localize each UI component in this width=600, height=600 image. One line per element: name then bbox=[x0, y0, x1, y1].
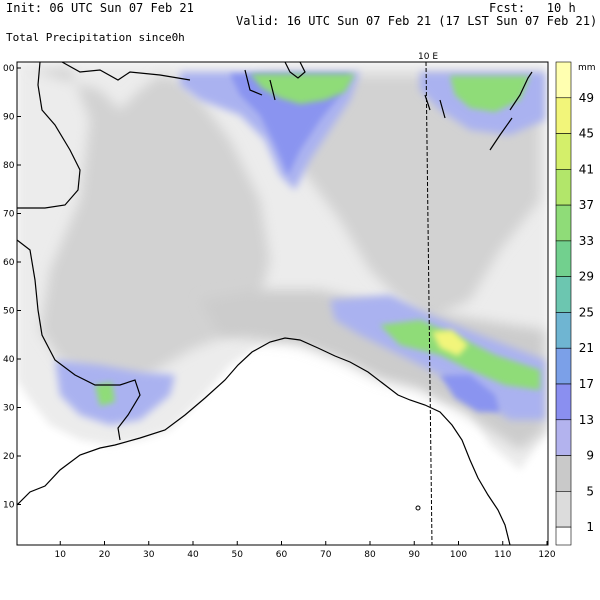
colorbar-swatch bbox=[555, 347, 572, 385]
x-tick-label: 20 bbox=[99, 550, 111, 560]
colorbar-swatch bbox=[555, 455, 572, 492]
map-frame bbox=[16, 61, 549, 546]
y-tick-label: 20 bbox=[3, 452, 15, 462]
x-tick-label: 60 bbox=[276, 550, 288, 560]
coastline-main bbox=[17, 337, 511, 545]
x-tick-label: 90 bbox=[409, 550, 421, 560]
colorbar-unit: mm bbox=[578, 63, 596, 73]
island-mark bbox=[415, 505, 421, 511]
x-tick-label: 100 bbox=[450, 550, 467, 560]
x-axis: 10 20 30 40 50 60 70 80 90 100 110 120 bbox=[55, 541, 556, 560]
meridian-line bbox=[425, 61, 433, 546]
x-tick-label: 70 bbox=[320, 550, 332, 560]
colorbar-swatch bbox=[555, 97, 572, 134]
precip-blue-se bbox=[440, 375, 500, 412]
precip-green-north bbox=[250, 74, 355, 104]
country-border-north bbox=[61, 62, 191, 81]
x-tick-label: 110 bbox=[494, 550, 511, 560]
colorbar-label: 33 bbox=[579, 234, 594, 248]
colorbar-swatch bbox=[555, 526, 572, 546]
colorbar-swatch bbox=[555, 312, 572, 349]
y-tick-label: 90 bbox=[3, 113, 15, 123]
precip-area-mid-2 bbox=[260, 75, 540, 320]
precip-blue-sw bbox=[55, 360, 175, 425]
y-axis: 10 20 30 40 50 60 70 80 90 00 bbox=[3, 64, 21, 511]
y-tick-label: 00 bbox=[3, 64, 15, 74]
y-tick-label: 60 bbox=[3, 258, 15, 268]
y-tick-label: 70 bbox=[3, 210, 15, 220]
country-border-sw bbox=[17, 239, 141, 441]
y-tick-label: 40 bbox=[3, 355, 15, 365]
colorbar-swatch bbox=[555, 204, 572, 242]
x-tick-label: 10 bbox=[55, 550, 67, 560]
x-tick-label: 40 bbox=[187, 550, 199, 560]
x-tick-label: 50 bbox=[232, 550, 244, 560]
precip-green-ne bbox=[450, 76, 530, 112]
colorbar-label: 45 bbox=[579, 127, 594, 141]
colorbar-label: 37 bbox=[579, 198, 594, 212]
y-tick-label: 10 bbox=[3, 501, 15, 511]
forecast-hour: Fcst: 10 h bbox=[489, 1, 576, 15]
colorbar-label: 25 bbox=[579, 305, 594, 319]
precip-field bbox=[17, 62, 548, 470]
colorbar-swatch bbox=[555, 491, 572, 528]
y-tick-label: 80 bbox=[3, 161, 15, 171]
colorbar-label: 13 bbox=[579, 413, 594, 427]
x-tick-label: 30 bbox=[143, 550, 155, 560]
country-border-west bbox=[17, 62, 81, 209]
colorbar-label: 9 bbox=[586, 449, 594, 463]
field-title: Total Precipitation since0h bbox=[6, 31, 185, 44]
y-tick-label: 30 bbox=[3, 404, 15, 414]
meridian-label: 10 E bbox=[418, 52, 438, 62]
y-tick-label: 50 bbox=[3, 307, 15, 317]
colorbar-swatch bbox=[555, 240, 572, 277]
colorbar-label: 1 bbox=[586, 520, 594, 534]
coastlines bbox=[17, 62, 533, 545]
colorbar-swatch bbox=[555, 383, 572, 421]
x-tick-label: 120 bbox=[538, 550, 555, 560]
colorbar-swatch bbox=[555, 169, 572, 206]
colorbar-swatch bbox=[555, 276, 572, 313]
colorbar-label: 5 bbox=[586, 484, 594, 498]
valid-time: Valid: 16 UTC Sun 07 Feb 21 (17 LST Sun … bbox=[236, 14, 598, 28]
colorbar-label: 49 bbox=[579, 91, 594, 105]
colorbar-label: 17 bbox=[579, 377, 594, 391]
colorbar: 49 45 41 37 33 29 25 21 17 13 9 5 1 bbox=[555, 61, 594, 546]
colorbar-label: 29 bbox=[579, 270, 594, 284]
colorbar-swatch bbox=[555, 419, 572, 456]
precip-green-east bbox=[380, 320, 540, 390]
colorbar-label: 41 bbox=[579, 162, 594, 176]
coast-ne bbox=[489, 71, 533, 151]
colorbar-swatch bbox=[555, 61, 572, 99]
coast-north-islands bbox=[244, 62, 446, 119]
x-tick-label: 80 bbox=[364, 550, 376, 560]
colorbar-swatch bbox=[555, 133, 572, 170]
precip-green-sw bbox=[95, 382, 115, 406]
colorbar-label: 21 bbox=[579, 341, 594, 355]
precip-yellow-east bbox=[432, 330, 468, 356]
init-time: Init: 06 UTC Sun 07 Feb 21 bbox=[6, 1, 194, 15]
